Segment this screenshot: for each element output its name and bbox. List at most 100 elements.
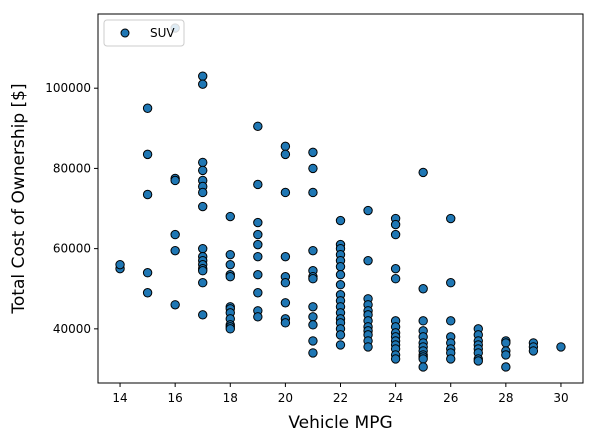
- data-point: [418, 284, 428, 294]
- data-point: [170, 300, 180, 310]
- data-point: [198, 201, 208, 212]
- y-axis-label: Total Cost of Ownership [$]: [9, 83, 29, 314]
- data-point: [253, 121, 263, 132]
- x-tick-label: 28: [498, 391, 513, 405]
- data-point: [280, 149, 291, 160]
- data-point: [198, 266, 208, 276]
- data-point: [198, 157, 208, 168]
- data-point: [308, 147, 318, 158]
- data-point: [253, 179, 263, 190]
- data-point: [363, 255, 373, 266]
- data-point: [225, 259, 235, 270]
- data-point: [142, 149, 153, 160]
- data-point: [418, 354, 428, 364]
- data-point: [253, 288, 263, 298]
- data-point: [280, 318, 291, 328]
- data-point: [308, 302, 318, 312]
- data-point: [501, 350, 511, 360]
- data-point: [390, 219, 401, 230]
- x-tick-label: 24: [388, 391, 403, 405]
- legend-marker: [120, 28, 130, 38]
- y-tick-label: 80000: [53, 161, 91, 175]
- data-point: [198, 71, 208, 81]
- data-point: [225, 249, 235, 260]
- data-point: [390, 229, 401, 240]
- y-tick-label: 40000: [53, 322, 91, 336]
- data-point: [501, 362, 511, 372]
- y-tick-label: 60000: [53, 242, 91, 256]
- data-point: [198, 79, 208, 89]
- data-point: [198, 278, 208, 288]
- data-point: [418, 316, 428, 326]
- data-point: [198, 165, 208, 176]
- data-point: [308, 274, 318, 284]
- x-tick-label: 14: [112, 391, 127, 405]
- data-point: [390, 354, 401, 364]
- data-point: [280, 187, 291, 198]
- x-tick-label: 20: [278, 391, 293, 405]
- data-point: [335, 261, 346, 272]
- data-point: [335, 330, 346, 340]
- data-point: [225, 272, 235, 282]
- data-point: [142, 288, 153, 298]
- legend-label: SUV: [150, 26, 175, 40]
- data-point: [253, 229, 263, 240]
- data-point: [253, 239, 263, 250]
- data-point: [446, 354, 456, 364]
- data-point: [170, 175, 180, 186]
- data-point: [335, 215, 346, 226]
- data-point: [198, 310, 208, 320]
- data-point: [308, 320, 318, 330]
- data-point: [418, 362, 428, 372]
- data-point: [170, 229, 180, 240]
- data-point: [556, 342, 566, 352]
- data-point: [280, 141, 291, 152]
- data-point: [363, 342, 373, 352]
- data-point: [253, 217, 263, 228]
- data-point: [170, 245, 180, 256]
- x-tick-label: 22: [333, 391, 348, 405]
- x-axis-ticks: 14 16 18 20 22 24 26 28 30: [112, 383, 569, 405]
- data-point: [418, 167, 428, 178]
- data-point: [446, 316, 456, 326]
- x-axis-label: Vehicle MPG: [288, 413, 392, 433]
- data-point: [446, 213, 456, 224]
- data-point: [225, 211, 235, 222]
- data-point: [308, 312, 318, 322]
- data-point: [308, 245, 318, 256]
- data-point: [390, 274, 401, 284]
- data-point: [308, 336, 318, 346]
- y-axis-ticks: 40000 60000 80000 100000: [45, 81, 98, 336]
- data-point: [253, 270, 263, 280]
- data-point: [142, 189, 153, 200]
- data-point: [363, 205, 373, 216]
- data-point: [253, 312, 263, 322]
- data-point: [142, 103, 153, 113]
- x-tick-label: 30: [553, 391, 568, 405]
- data-point: [501, 338, 511, 348]
- data-point: [308, 163, 318, 174]
- x-tick-label: 18: [223, 391, 238, 405]
- x-tick-label: 26: [443, 391, 458, 405]
- data-point: [308, 348, 318, 358]
- data-point: [335, 280, 346, 290]
- data-point: [308, 187, 318, 198]
- data-point: [115, 259, 125, 270]
- y-tick-label: 100000: [45, 81, 91, 95]
- legend-box: [103, 19, 185, 47]
- data-point: [473, 356, 483, 366]
- data-point: [142, 268, 153, 278]
- data-point: [225, 324, 235, 334]
- data-point: [335, 340, 346, 350]
- data-point: [198, 187, 208, 198]
- data-point: [335, 270, 346, 280]
- data-point: [280, 278, 291, 288]
- data-point: [390, 263, 401, 274]
- data-point: [446, 278, 456, 288]
- data-point: [280, 298, 291, 308]
- data-point: [198, 243, 208, 254]
- data-point: [528, 346, 539, 356]
- x-tick-label: 16: [168, 391, 183, 405]
